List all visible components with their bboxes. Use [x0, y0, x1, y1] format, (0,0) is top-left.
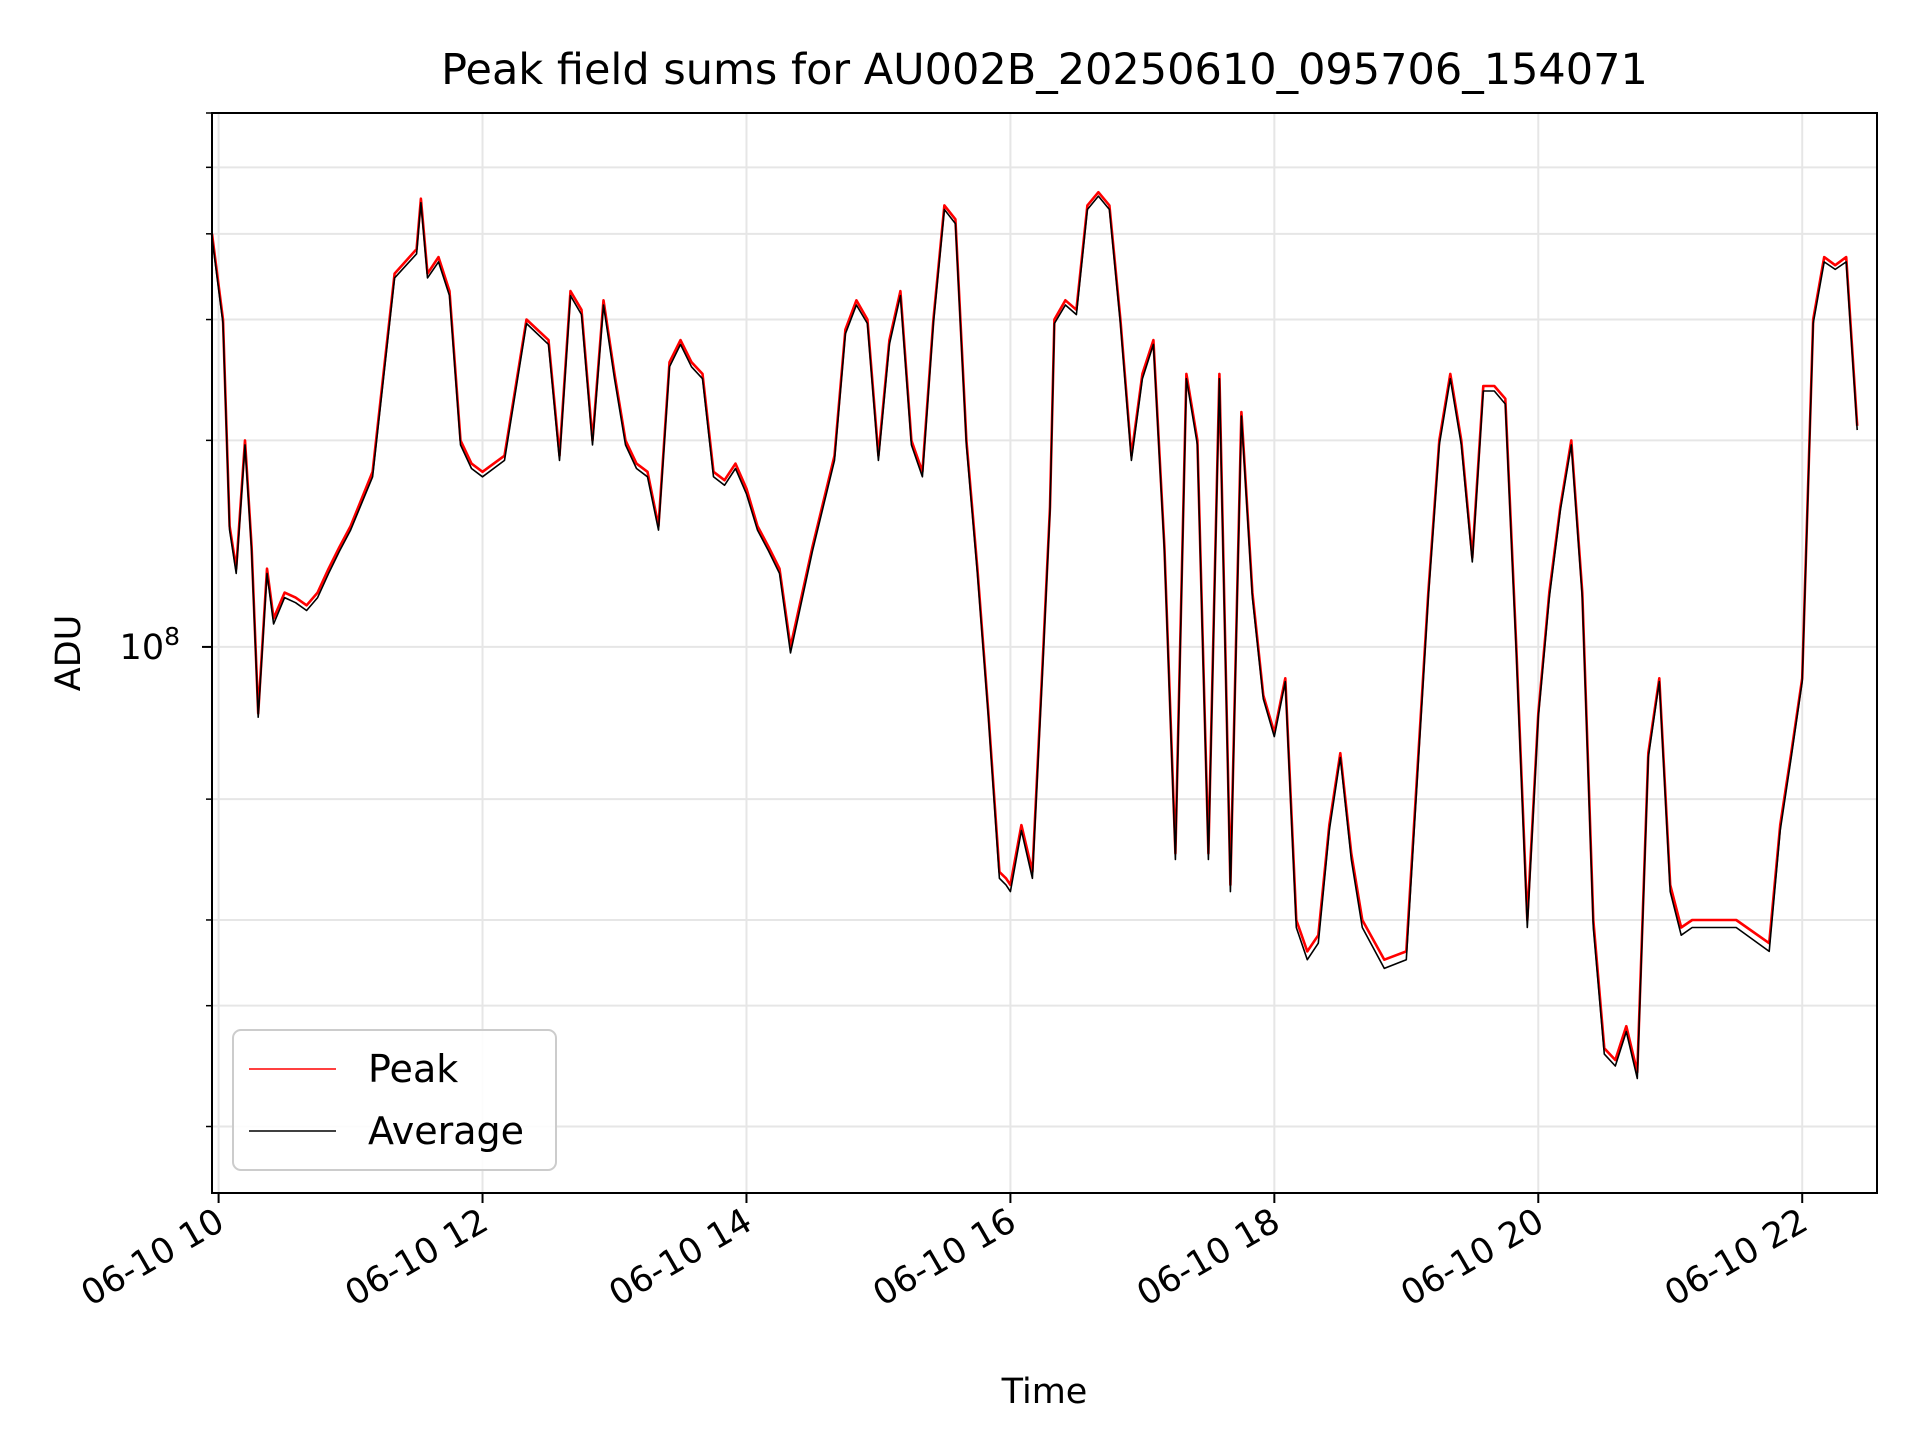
legend: Peak Average	[232, 1029, 557, 1171]
x-axis-label: Time	[1001, 1372, 1088, 1412]
plot-frame	[211, 112, 1878, 1194]
chart-title: Peak field sums for AU002B_20250610_0957…	[441, 45, 1648, 95]
legend-box	[232, 1029, 557, 1171]
y-axis-label: ADU	[49, 615, 89, 692]
legend-label-peak: Peak	[368, 1047, 458, 1091]
y-tick-label: 108	[120, 622, 180, 668]
y-tick-label-exponent: 8	[164, 622, 180, 651]
y-tick-label-base: 10	[120, 628, 165, 668]
series-lines	[210, 190, 1859, 1080]
legend-label-average: Average	[368, 1109, 524, 1153]
series-line-average	[211, 195, 1858, 1080]
